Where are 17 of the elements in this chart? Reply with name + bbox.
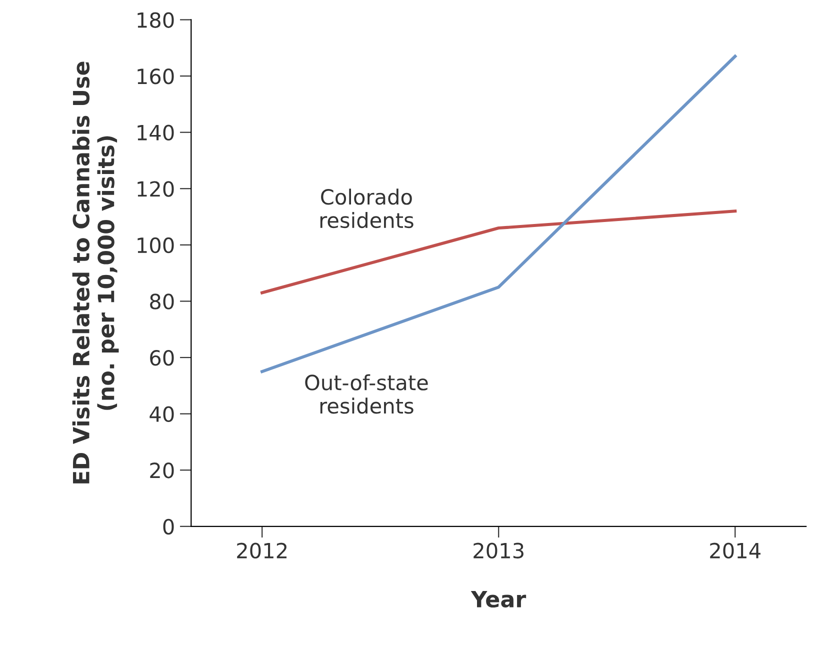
y-tick-label: 160 [138, 68, 174, 84]
y-tick-label: 0 [163, 518, 174, 535]
x-tick-label: 2013 [474, 542, 524, 558]
y-tick-label: 120 [138, 181, 174, 197]
y-tick-label: 140 [138, 124, 174, 141]
y-tick-label: 180 [138, 12, 174, 28]
y-tick-label: 40 [150, 406, 174, 422]
series-label: Colorado residents [320, 188, 414, 228]
y-tick-label: 100 [138, 237, 174, 254]
y-axis-title: ED Visits Related to Cannabis Use (no. per 10,000 visits) [72, 62, 119, 484]
x-axis-title: Year [470, 590, 526, 608]
y-tick-label: 60 [150, 350, 174, 366]
y-tick-label: 20 [150, 462, 174, 478]
y-tick-label: 80 [150, 294, 174, 310]
series-label: Out-of-state residents [305, 374, 428, 414]
x-tick-label: 2012 [237, 542, 287, 558]
x-tick-label: 2014 [710, 542, 760, 558]
